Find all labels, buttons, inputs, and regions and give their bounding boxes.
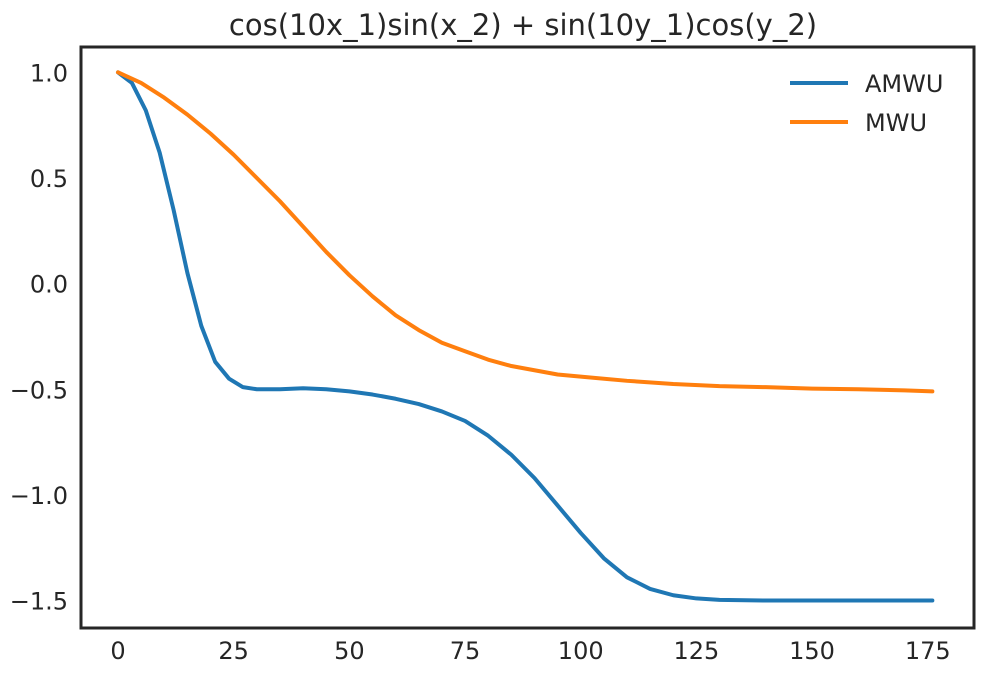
y-tick-label: −0.5 bbox=[10, 376, 68, 404]
legend-label: MWU bbox=[865, 109, 927, 137]
x-tick-label: 25 bbox=[218, 637, 249, 665]
x-tick-label: 100 bbox=[558, 637, 604, 665]
legend-item-amwu: AMWU bbox=[790, 70, 943, 98]
x-tick-label: 175 bbox=[905, 637, 951, 665]
y-tick-label: 1.0 bbox=[30, 59, 68, 87]
y-axis: 1.0 0.5 0.0 −0.5 −1.0 −1.5 bbox=[10, 59, 68, 615]
x-axis: 0 25 50 75 100 125 150 175 bbox=[110, 637, 950, 665]
x-tick-label: 150 bbox=[789, 637, 835, 665]
y-tick-label: 0.0 bbox=[30, 271, 68, 299]
x-tick-label: 0 bbox=[110, 637, 125, 665]
y-tick-label: −1.0 bbox=[10, 482, 68, 510]
plot-frame bbox=[79, 45, 976, 630]
x-tick-label: 75 bbox=[450, 637, 481, 665]
series-line-mwu bbox=[116, 70, 935, 394]
y-tick-label: −1.5 bbox=[10, 588, 68, 616]
plot-area bbox=[116, 70, 935, 603]
legend: AMWU MWU bbox=[790, 70, 943, 137]
legend-item-mwu: MWU bbox=[790, 109, 927, 137]
y-tick-label: 0.5 bbox=[30, 165, 68, 193]
chart-title: cos(10x_1)sin(x_2) + sin(10y_1)cos(y_2) bbox=[229, 8, 817, 42]
series-line-amwu bbox=[116, 70, 935, 603]
legend-label: AMWU bbox=[865, 70, 943, 98]
x-tick-label: 50 bbox=[334, 637, 365, 665]
x-tick-label: 125 bbox=[673, 637, 719, 665]
